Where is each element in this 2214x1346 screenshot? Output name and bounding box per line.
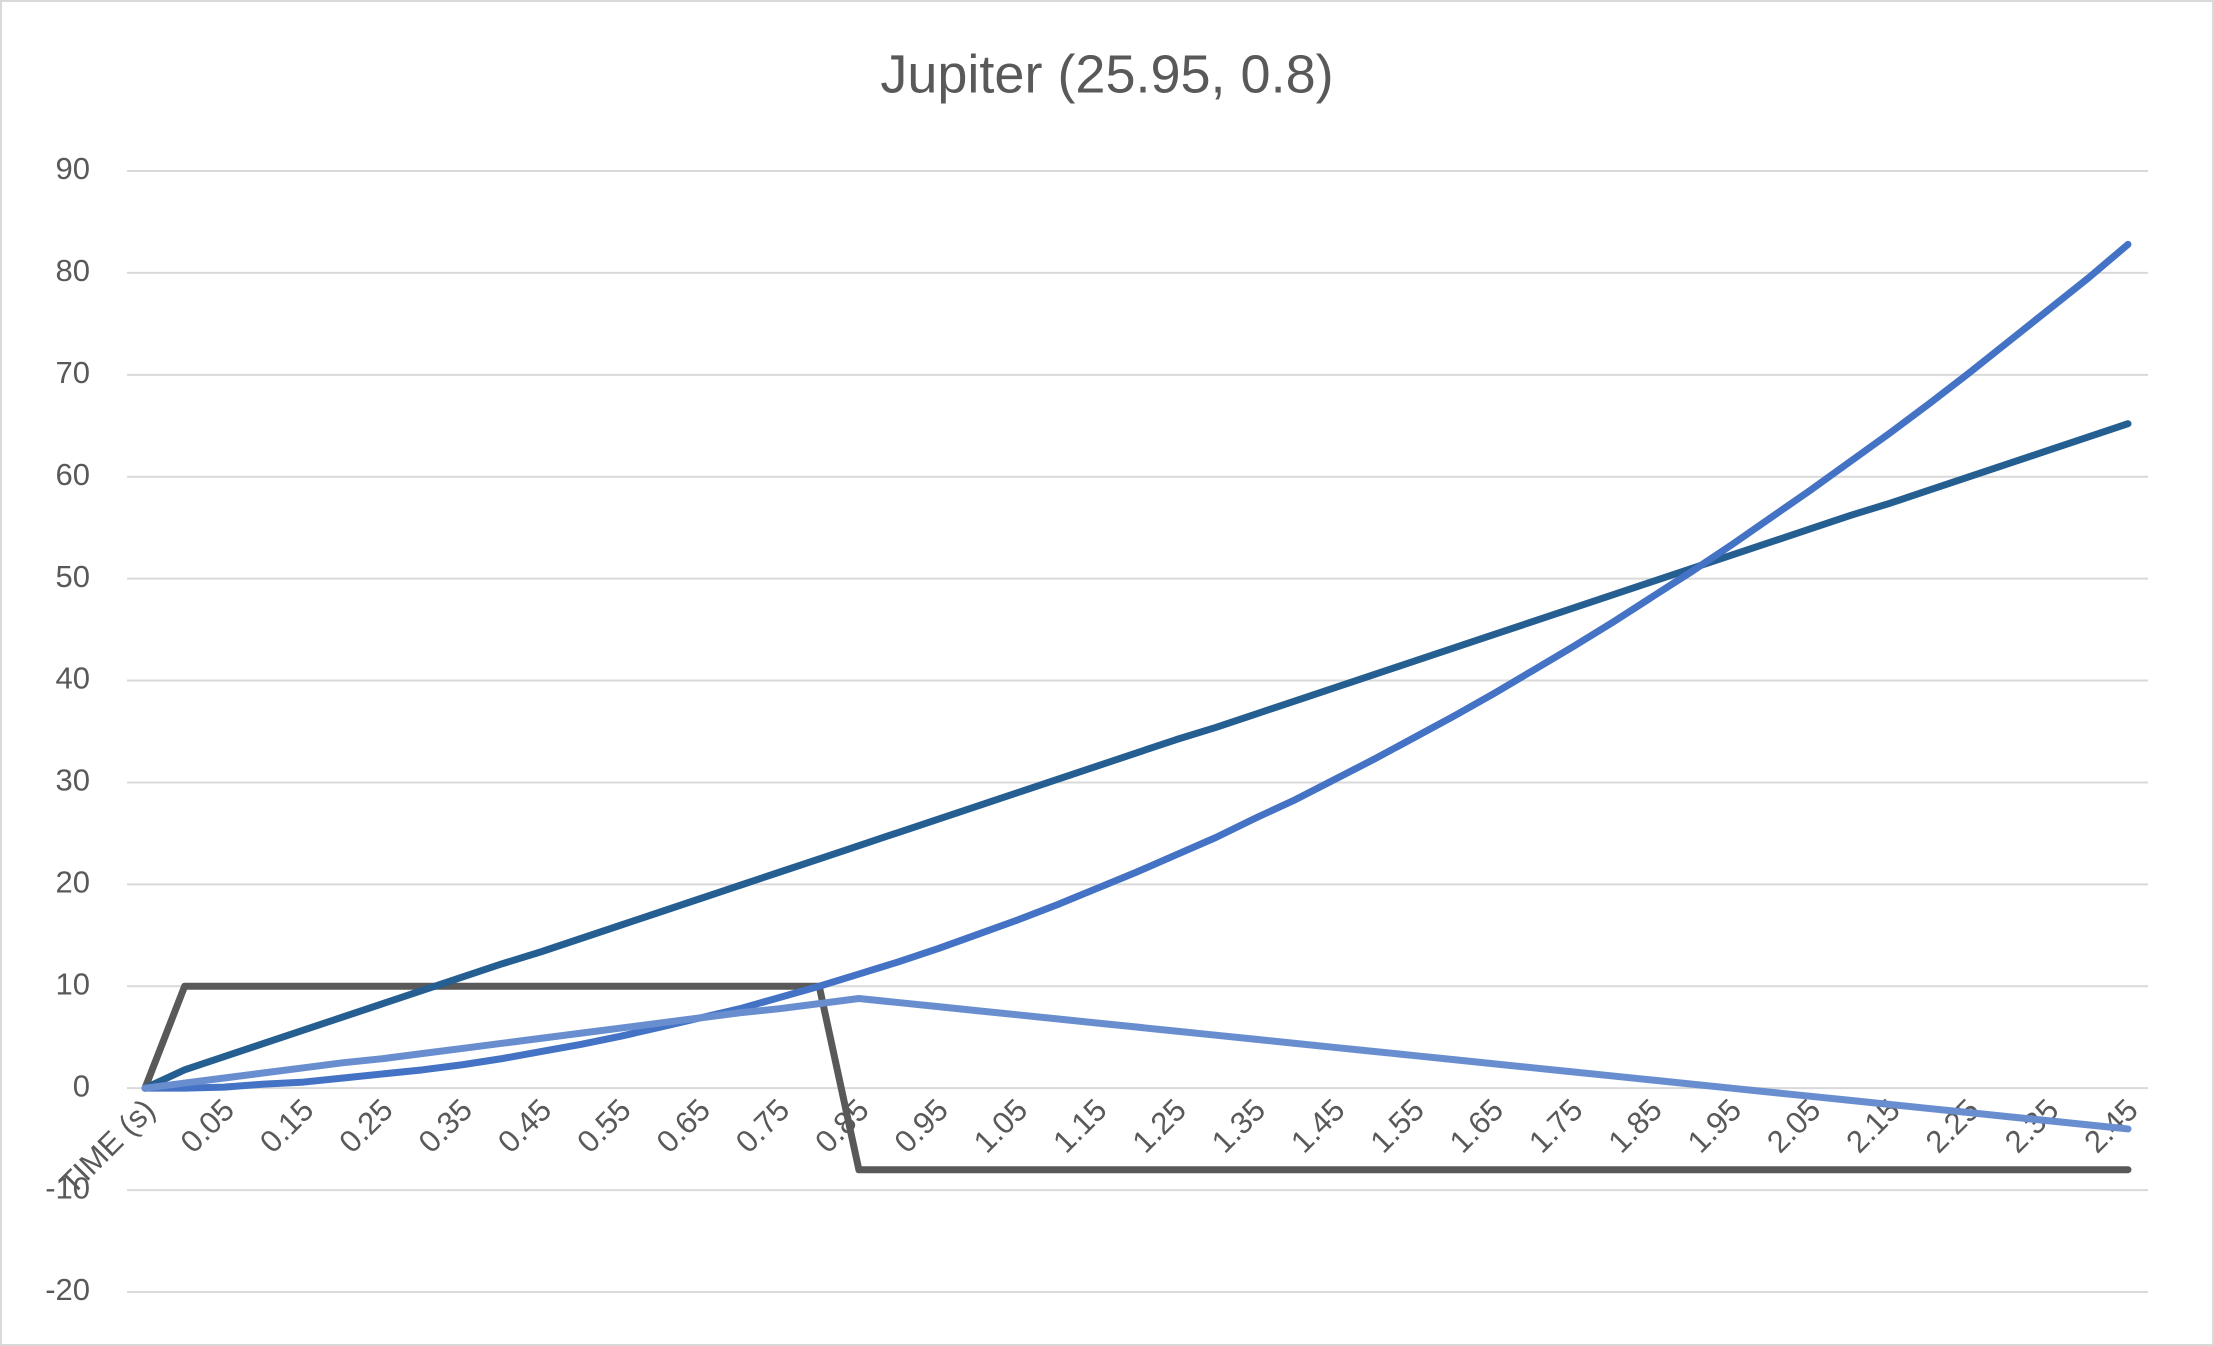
y-tick-label: 30	[56, 763, 90, 798]
y-tick-label: 40	[56, 661, 90, 696]
y-tick-label: 20	[56, 865, 90, 900]
y-tick-label: 50	[56, 559, 90, 594]
series-line	[141, 982, 2132, 1174]
y-tick-label: -10	[45, 1170, 90, 1205]
chart-title: Jupiter (25.95, 0.8)	[880, 44, 1333, 104]
series-line	[141, 420, 2132, 1092]
y-tick-label: 70	[56, 355, 90, 390]
y-tick-label: -20	[45, 1272, 90, 1307]
y-tick-label: 90	[56, 151, 90, 186]
series-line	[141, 995, 2132, 1133]
y-tick-label: 0	[73, 1068, 90, 1103]
series-line	[141, 240, 2132, 1092]
y-tick-label: 60	[56, 457, 90, 492]
y-tick-label: 10	[56, 966, 90, 1001]
y-tick-label: 80	[56, 253, 90, 288]
